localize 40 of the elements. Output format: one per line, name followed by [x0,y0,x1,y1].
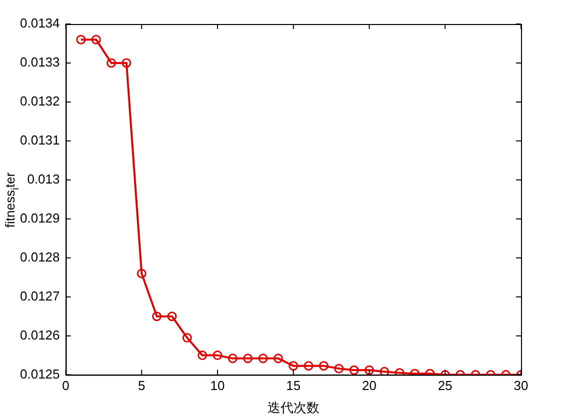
y-tick-label: 0.0134 [20,16,60,31]
y-tick-label: 0.0133 [20,54,60,70]
x-tick-label: 15 [286,378,301,394]
x-tick-label: 10 [210,378,225,394]
point [364,365,374,375]
y-tick-label: 0.0126 [20,327,60,342]
x-tick-label: 20 [362,378,376,394]
y-tick-label: 0.013 [27,171,60,186]
point [76,34,86,44]
point [106,58,116,68]
x-axis-title: 迭代次数 [267,400,320,415]
point [258,354,268,364]
y-tick-label: 0.0129 [20,210,60,226]
point [273,354,283,364]
point [152,312,162,322]
point [167,312,177,322]
y-tick-label: 0.0125 [20,366,60,382]
point [228,354,238,364]
y-tick-label: 0.0132 [20,94,60,109]
point [394,368,404,375]
x-tick-label: 5 [138,378,146,394]
point [243,354,253,364]
point [288,361,298,371]
point [380,366,390,375]
point [304,361,314,371]
point [122,58,132,68]
y-tick-label: 0.0128 [20,249,60,264]
y-tick-label: 0.0127 [20,288,60,304]
y-tick-label: 0.0131 [20,132,60,148]
x-tick-label: 0 [62,378,70,394]
x-tick-label: 30 [514,378,528,394]
point [318,361,328,371]
point [198,350,208,360]
point [91,34,101,44]
point [212,350,222,360]
x-tick-label: 25 [438,378,452,394]
point [182,333,192,343]
point [334,364,344,374]
point [349,365,359,375]
point [136,268,146,278]
